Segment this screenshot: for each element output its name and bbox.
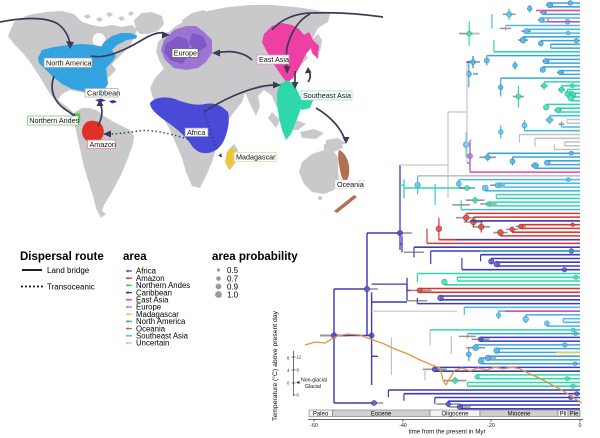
- svg-text:-20: -20: [487, 423, 495, 429]
- svg-text:0.5: 0.5: [227, 266, 239, 275]
- svg-text:Transoceanic: Transoceanic: [47, 283, 95, 292]
- svg-text:0: 0: [287, 381, 290, 386]
- svg-text:Dispersal route: Dispersal route: [20, 251, 104, 263]
- svg-text:Caribbean: Caribbean: [87, 88, 120, 97]
- svg-text:Southeast Asia: Southeast Asia: [136, 332, 189, 341]
- svg-text:time from the present in Myr: time from the present in Myr: [408, 429, 485, 436]
- svg-text:North America: North America: [136, 317, 186, 326]
- svg-text:Non-glacial: Non-glacial: [301, 378, 327, 384]
- svg-text:Africa: Africa: [136, 267, 157, 276]
- svg-text:Paleo: Paleo: [313, 412, 329, 418]
- svg-text:Oceania: Oceania: [136, 324, 166, 333]
- svg-text:Glacial: Glacial: [305, 384, 321, 390]
- svg-text:area probability: area probability: [212, 251, 298, 263]
- svg-text:Caribbean: Caribbean: [136, 288, 172, 297]
- svg-text:East Asia: East Asia: [136, 296, 169, 305]
- svg-text:12: 12: [297, 355, 302, 360]
- svg-text:Madagascar: Madagascar: [236, 153, 276, 162]
- svg-text:Oceania: Oceania: [337, 180, 364, 189]
- svg-text:4: 4: [287, 368, 290, 373]
- svg-text:Temperature (°C) above present: Temperature (°C) above present day: [271, 310, 279, 421]
- svg-text:0.7: 0.7: [227, 274, 239, 283]
- svg-text:Uncertain: Uncertain: [136, 339, 169, 348]
- svg-text:Southeast Asia: Southeast Asia: [303, 91, 351, 100]
- svg-text:8: 8: [287, 356, 290, 361]
- svg-text:Madagascar: Madagascar: [136, 310, 179, 319]
- svg-text:-60: -60: [310, 423, 318, 429]
- svg-text:-40: -40: [399, 423, 407, 429]
- svg-text:area: area: [123, 251, 147, 263]
- svg-text:Northern Andes: Northern Andes: [29, 116, 79, 125]
- svg-text:Miocene: Miocene: [508, 412, 531, 418]
- svg-text:Pli: Pli: [560, 412, 567, 418]
- svg-text:East Asia: East Asia: [259, 55, 289, 64]
- svg-text:Land bridge: Land bridge: [47, 266, 90, 275]
- svg-text:Europe: Europe: [136, 303, 161, 312]
- svg-text:Eocene: Eocene: [371, 412, 392, 418]
- svg-text:8: 8: [297, 368, 300, 373]
- svg-text:0: 0: [297, 393, 300, 398]
- svg-text:Europe: Europe: [174, 49, 197, 58]
- svg-text:Amazon: Amazon: [90, 140, 116, 149]
- svg-text:Ple: Ple: [570, 412, 579, 418]
- svg-text:0.9: 0.9: [227, 282, 239, 291]
- svg-text:Africa: Africa: [187, 128, 205, 137]
- svg-text:Oligocene: Oligocene: [441, 412, 469, 418]
- svg-text:1.0: 1.0: [227, 290, 239, 299]
- svg-text:North America: North America: [46, 58, 92, 67]
- svg-text:0: 0: [579, 423, 582, 429]
- svg-text:Amazon: Amazon: [136, 274, 165, 283]
- svg-text:Northern Andes: Northern Andes: [136, 281, 190, 290]
